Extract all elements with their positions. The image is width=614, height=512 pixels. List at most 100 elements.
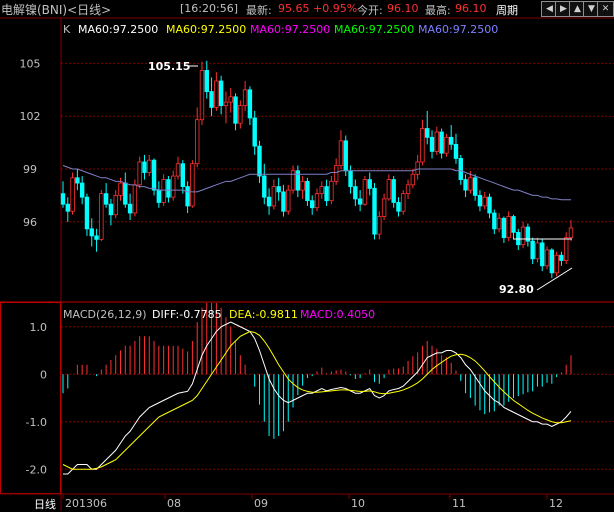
y-tick-label: 105 <box>20 57 41 70</box>
month-label: 08 <box>167 497 181 510</box>
quote-time: [16:20:56] <box>180 2 238 15</box>
candle-body <box>281 191 286 212</box>
candle-body <box>84 196 90 230</box>
candle-body <box>324 186 329 202</box>
candle-body <box>127 203 133 214</box>
high-marker-label: 105.15 <box>148 60 191 73</box>
candle-body <box>223 101 229 107</box>
candle-body <box>501 217 507 239</box>
candle-body <box>420 128 425 163</box>
candle-body <box>204 70 209 92</box>
candle-body <box>564 237 569 261</box>
candle-body <box>506 216 511 239</box>
candle-body <box>386 179 392 200</box>
candle-body <box>199 70 205 121</box>
candle-body <box>492 212 497 230</box>
candle-body <box>151 159 157 191</box>
candle-body <box>568 227 574 239</box>
macd-tick-label: -1.0 <box>26 416 47 429</box>
candle-body <box>175 163 181 177</box>
candle-body <box>348 170 353 187</box>
candle-body <box>194 119 200 165</box>
candle-body <box>252 117 257 147</box>
candle-body <box>353 186 358 200</box>
candle-body <box>257 145 262 177</box>
chart-title: 电解镍(BNI)<日线> <box>1 3 112 17</box>
period-indicator: 日线 <box>34 498 56 511</box>
ma60-line <box>62 165 571 201</box>
open-value: 96.10 <box>387 2 419 15</box>
candle-body <box>472 177 478 196</box>
candle-body <box>94 235 99 240</box>
ma-label-2: MA60:97.2500 <box>166 23 247 36</box>
candle-body <box>482 196 487 207</box>
candle-body <box>511 216 516 233</box>
candle-body <box>554 254 559 274</box>
chart-type-label: K <box>63 23 71 36</box>
candle-body <box>108 203 114 216</box>
macd-tick-label: -2.0 <box>26 463 47 476</box>
candle-body <box>453 143 459 159</box>
candle-body <box>458 158 463 180</box>
candle-body <box>75 177 80 184</box>
candle-body <box>338 140 344 166</box>
candle-body <box>156 189 162 203</box>
high-value: 96.10 <box>455 2 487 15</box>
month-label: 11 <box>452 497 466 510</box>
diff-line <box>63 321 572 475</box>
candle-body <box>544 249 550 267</box>
low-marker-arrow <box>536 267 573 291</box>
candle-body <box>185 186 190 207</box>
macd-tick-label: 1.0 <box>30 321 48 334</box>
candle-body <box>123 182 128 205</box>
top-bar: 电解镍(BNI)<日线> [16:20:56] 最新: 95.65 +0.95%… <box>0 0 614 19</box>
macd-dea-label: DEA:-0.9811 <box>229 308 298 321</box>
candle-body <box>314 193 320 209</box>
candle-body <box>468 177 473 191</box>
candle-body <box>415 161 420 175</box>
candle-body <box>166 179 171 198</box>
candle-body <box>444 136 449 154</box>
candle-body <box>372 187 377 235</box>
candle-body <box>295 170 301 191</box>
month-label: 10 <box>351 497 365 510</box>
candle-body <box>559 254 564 261</box>
candle-body <box>530 240 535 260</box>
open-label: 今开: <box>357 4 383 17</box>
y-tick-label: 99 <box>23 163 37 176</box>
y-tick-label: 96 <box>23 216 37 229</box>
candle-body <box>496 217 502 230</box>
arrow-right-icon: ▶ <box>560 4 567 14</box>
candle-body <box>70 177 75 212</box>
candle-body <box>65 203 70 212</box>
candle-body <box>190 163 195 207</box>
candle-body <box>381 198 387 217</box>
candle-body <box>310 200 315 209</box>
macd-title: MACD(26,12,9) <box>63 308 147 321</box>
ma-label-4: MA60:97.2500 <box>334 23 415 36</box>
candle-body <box>463 179 468 191</box>
close-icon: ✕ <box>601 4 610 14</box>
candle-body <box>425 128 430 138</box>
latest-label: 最新: <box>246 4 272 17</box>
ma-label-5: MA60:97.2500 <box>418 23 499 36</box>
candle-body <box>262 175 267 198</box>
candle-body <box>266 196 272 207</box>
candle-body <box>535 242 540 260</box>
arrow-up-icon: ▲ <box>574 4 581 14</box>
month-label: 09 <box>254 497 268 510</box>
candle-body <box>89 228 94 237</box>
candle-body <box>549 249 555 274</box>
candle-body <box>103 193 109 205</box>
candle-body <box>487 196 492 214</box>
candle-body <box>439 131 444 154</box>
candle-body <box>238 105 243 124</box>
period-selector[interactable]: 周期 <box>496 4 518 17</box>
arrow-down-icon: ▼ <box>588 4 595 14</box>
candle-body <box>233 96 238 124</box>
candle-body <box>118 182 123 196</box>
candle-body <box>99 193 104 240</box>
arrow-left-icon: ◀ <box>546 4 553 14</box>
month-label: 12 <box>549 497 563 510</box>
